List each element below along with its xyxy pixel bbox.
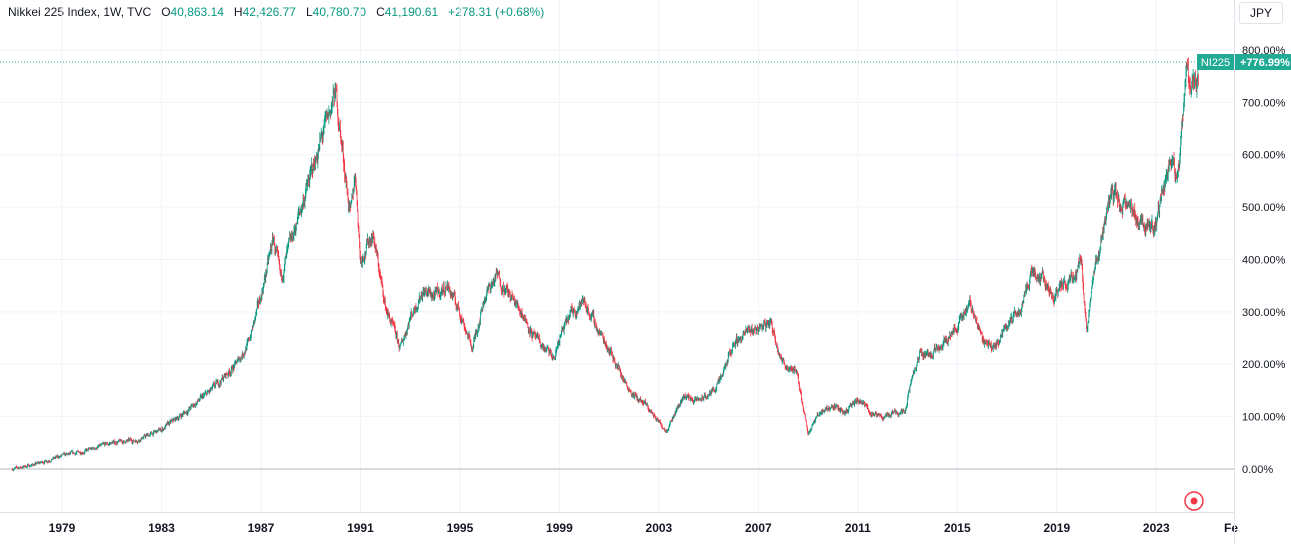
low-label: L — [305, 5, 313, 19]
open-value: 40,863.14 — [170, 5, 224, 19]
symbol-label: NI225 — [1201, 57, 1230, 69]
chart-legend: Nikkei 225 Index, 1W, TVC O40,863.14 H42,4… — [8, 5, 544, 19]
last-value-label-bg — [1235, 54, 1291, 71]
y-tick-label: 500.00% — [1242, 202, 1286, 214]
x-tick-label: 2023 — [1143, 521, 1170, 535]
x-tick-label: 2015 — [944, 521, 971, 535]
open-label: O — [161, 5, 171, 19]
candles — [11, 57, 1199, 472]
y-tick-label: 200.00% — [1242, 359, 1286, 371]
x-tick-label: 1991 — [347, 521, 374, 535]
y-tick-label: 300.00% — [1242, 307, 1286, 319]
x-tick-label: 1995 — [447, 521, 474, 535]
x-tick-label: 1979 — [49, 521, 76, 535]
y-tick-label: 600.00% — [1242, 150, 1286, 162]
record-icon-dot — [1190, 497, 1198, 505]
record-icon-ring — [1184, 491, 1204, 511]
x-tick-label: 2011 — [845, 521, 871, 535]
x-tick-label: 2007 — [745, 521, 772, 535]
currency-button[interactable]: JPY — [1239, 2, 1283, 24]
x-tick-label: 1983 — [148, 521, 175, 535]
high-value: 42,426.77 — [242, 5, 296, 19]
y-tick-label: 800.00% — [1242, 45, 1286, 57]
symbol-title: Nikkei 225 Index, 1W, TVC — [8, 5, 152, 19]
symbol-label-bg — [1197, 54, 1234, 71]
y-tick-label: 400.00% — [1242, 254, 1286, 266]
last-value-label: +776.99% — [1240, 57, 1290, 69]
high-label: H — [233, 5, 243, 19]
low-value: 40,780.70 — [312, 5, 367, 19]
record-icon[interactable] — [1184, 491, 1204, 511]
x-tick-label: 1987 — [248, 521, 275, 535]
x-tick-label: 2003 — [646, 521, 673, 535]
y-tick-label: 100.00% — [1242, 412, 1286, 424]
x-tick-label: 1999 — [546, 521, 573, 535]
x-edge-label: Fe — [1224, 521, 1238, 535]
close-label: C — [376, 5, 385, 19]
y-tick-label: 0.00% — [1242, 464, 1273, 476]
x-tick-label: 2019 — [1043, 521, 1070, 535]
y-tick-label: 700.00% — [1242, 97, 1286, 109]
close-value: 41,190.61 — [384, 5, 439, 19]
grid — [0, 0, 1234, 512]
change-value: +278.31 (+0.68%) — [448, 5, 545, 19]
